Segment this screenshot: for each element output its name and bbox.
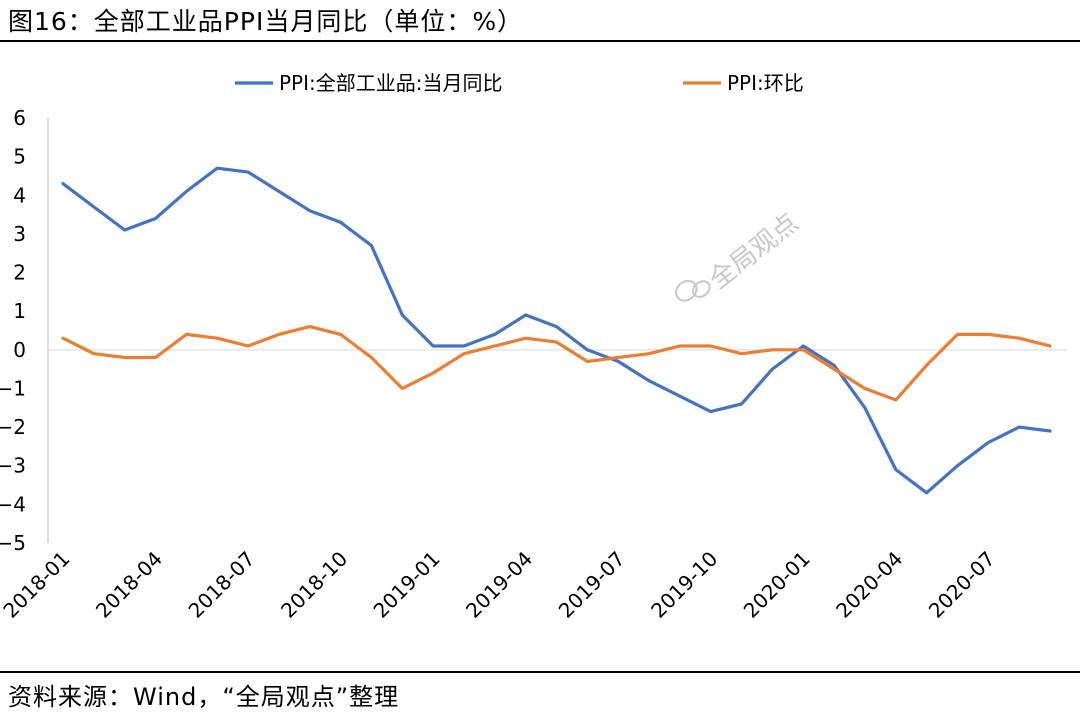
x-tick-label: 2018-04 [91, 547, 167, 623]
source-divider [0, 671, 1080, 673]
x-tick-label: 2020-07 [924, 547, 1000, 623]
series-line-ppi-yoy [61, 166, 1052, 495]
series-line-ppi-mom [61, 325, 1052, 402]
legend-label: PPI:环比 [727, 71, 804, 95]
y-axis: 6 5 4 3 2 1 0 −1 −2 −3 −4 −5 [0, 106, 49, 555]
y-tick-label: 1 [13, 299, 26, 323]
wechat-icon [674, 279, 711, 302]
x-tick-label: 2019-04 [461, 547, 537, 623]
y-tick-label: 2 [13, 261, 26, 285]
x-axis: 2018-01 2018-04 2018-07 2018-10 2019-01 2019-… [0, 349, 1067, 623]
series-layer [61, 166, 1052, 495]
x-tick-label: 2020-04 [831, 547, 907, 623]
chart-title: 图16：全部工业品PPI当月同比（单位：%） [8, 7, 524, 36]
y-tick-label: −1 [0, 376, 26, 400]
watermark-text: 全局观点 [704, 208, 804, 296]
x-tick-label: 2018-07 [184, 547, 260, 623]
x-tick-label: 2018-10 [276, 547, 352, 623]
x-tick-label: 2019-10 [646, 547, 722, 623]
y-tick-label: 4 [13, 183, 26, 207]
y-tick-label: 5 [13, 145, 26, 169]
x-tick-label: 2020-01 [739, 547, 815, 623]
source-note: 资料来源：Wind，“全局观点”整理 [8, 683, 400, 711]
y-tick-label: −3 [0, 454, 26, 478]
y-tick-label: 6 [13, 106, 26, 130]
legend: PPI:全部工业品:当月同比 PPI:环比 [235, 71, 804, 95]
title-divider [0, 40, 1080, 42]
y-tick-label: 0 [13, 338, 26, 362]
x-tick-label: 2019-01 [369, 547, 445, 623]
y-tick-label: −4 [0, 492, 26, 516]
x-tick-label: 2019-07 [554, 547, 630, 623]
y-tick-label: 3 [13, 222, 26, 246]
watermark: 全局观点 [674, 208, 804, 302]
legend-label: PPI:全部工业品:当月同比 [279, 71, 503, 95]
y-tick-label: −2 [0, 415, 26, 439]
x-tick-label: 2018-01 [0, 547, 75, 623]
y-tick-label: −5 [0, 531, 26, 555]
